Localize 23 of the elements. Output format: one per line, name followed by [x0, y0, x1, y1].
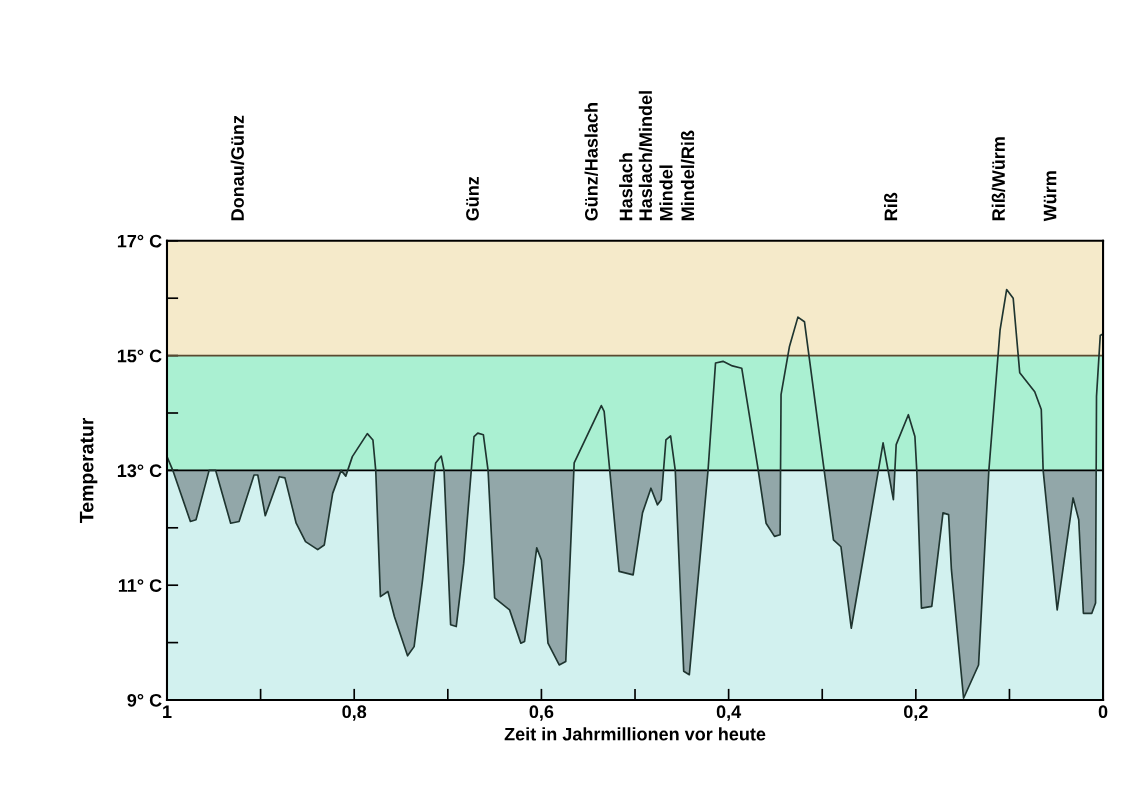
- x-tick-label: 0,4: [716, 705, 742, 721]
- annotation: Günz: [466, 176, 479, 221]
- y-tick-label: 13° C: [117, 464, 162, 478]
- y-axis-title: Temperatur: [79, 417, 98, 523]
- annotation: Mindel: [659, 165, 673, 221]
- annotation: Haslach: [619, 153, 633, 221]
- annotation: Riß: [884, 192, 898, 221]
- x-tick-label: 0,2: [904, 705, 928, 721]
- x-tick-label: 1: [163, 705, 172, 718]
- y-tick-label: 11° C: [118, 579, 162, 592]
- annotation: Würm: [1043, 171, 1057, 222]
- x-tick-label: 0: [1098, 705, 1108, 719]
- y-tick-label: 9° C: [127, 693, 162, 707]
- y-tick-label: 15° C: [117, 349, 162, 363]
- annotation: Günz/Haslach: [584, 103, 598, 221]
- annotation: Mindel/Riß: [680, 130, 695, 221]
- x-tick-label: 0,8: [342, 705, 367, 721]
- annotation: Haslach/Mindel: [638, 91, 653, 221]
- annotation: Riß/Würm: [991, 137, 1006, 221]
- y-tick-label: 17° C: [117, 234, 162, 248]
- x-axis-title: Zeit in Jahrmillionen vor heute: [504, 727, 766, 741]
- x-tick-label: 0,6: [529, 705, 554, 721]
- annotation: Donau/Günz: [230, 115, 245, 221]
